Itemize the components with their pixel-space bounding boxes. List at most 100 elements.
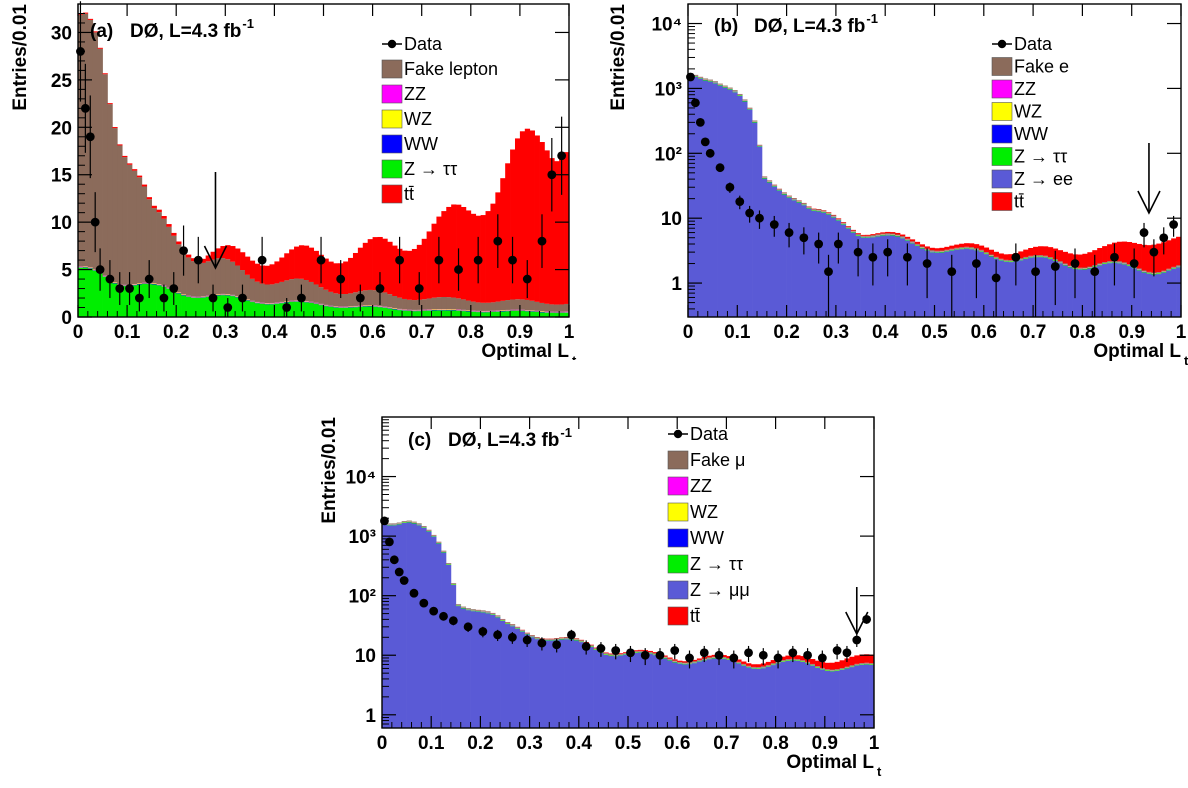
- legend-swatch-tt: [992, 193, 1012, 211]
- data-point-9: [145, 275, 154, 284]
- bar-fake-bin-88: [1122, 262, 1127, 263]
- bar-zll-bin-9: [426, 532, 431, 728]
- bar-tt-bin-58: [363, 243, 368, 290]
- y-tick-label-5: 25: [51, 71, 73, 92]
- bar-zll-bin-34: [549, 641, 554, 728]
- bar-ztt-bin-61: [682, 664, 687, 665]
- data-point-5: [106, 275, 115, 284]
- bar-fake-bin-17: [161, 219, 166, 286]
- bar-tt-bin-75: [446, 207, 451, 297]
- data-point-27: [454, 265, 463, 274]
- bar-fake-bin-21: [792, 198, 797, 199]
- legend-swatch-ww: [992, 125, 1012, 143]
- bar-fake-bin-87: [810, 664, 815, 665]
- bar-ztt-bin-23: [495, 617, 500, 618]
- x-axis-title-subscript: t: [572, 353, 577, 360]
- data-point-18: [582, 642, 591, 651]
- bar-zll-bin-67: [712, 658, 717, 728]
- bar-tt-bin-40: [885, 232, 890, 233]
- bar-fake-bin-52: [638, 651, 643, 652]
- bar-tt-bin-9: [122, 156, 127, 157]
- bar-zll-bin-48: [618, 656, 623, 728]
- bar-tt-bin-76: [451, 204, 456, 297]
- bar-ztt-bin-90: [825, 670, 830, 671]
- bar-fake-bin-23: [191, 261, 196, 296]
- bar-fake-bin-92: [1142, 270, 1147, 271]
- bar-fake-bin-11: [132, 171, 137, 284]
- legend-data-marker: [998, 40, 1006, 48]
- bar-fake-bin-44: [905, 239, 910, 240]
- bar-zll-bin-27: [515, 629, 520, 728]
- bar-fake-bin-59: [368, 290, 373, 305]
- bar-tt-bin-70: [1033, 247, 1038, 255]
- bar-fake-bin-52: [944, 250, 949, 251]
- bar-ztt-bin-40: [885, 235, 890, 236]
- bar-zll-bin-27: [821, 213, 826, 317]
- x-tick-label-3: 0.3: [516, 733, 542, 754]
- x-tick-label-10: 1: [869, 733, 880, 754]
- bar-zll-bin-57: [662, 659, 667, 728]
- bar-fake-bin-80: [471, 302, 476, 311]
- bar-zll-bin-87: [1117, 263, 1122, 317]
- data-point-10: [160, 294, 169, 303]
- legend-label-wz: WZ: [404, 109, 432, 129]
- bar-tt-bin-84: [1102, 246, 1107, 262]
- bar-fake-bin-66: [707, 657, 712, 658]
- bar-fake-bin-18: [471, 609, 476, 610]
- legend-swatch-zll: [992, 170, 1012, 188]
- data-point-8: [439, 612, 448, 621]
- bar-tt-bin-50: [324, 259, 329, 290]
- bar-zll-bin-5: [407, 522, 412, 728]
- bar-fake-bin-62: [382, 292, 387, 306]
- bar-zll-bin-65: [702, 660, 707, 728]
- bar-fake-bin-23: [495, 616, 500, 617]
- bar-fake-bin-8: [727, 88, 732, 89]
- legend-label-tt: tt̄: [1014, 192, 1024, 212]
- legend-swatch-ztt: [382, 160, 402, 178]
- bar-fake-bin-14: [451, 583, 456, 584]
- x-tick-label-4: 0.4: [261, 322, 288, 343]
- bar-fake-bin-18: [166, 227, 171, 288]
- bar-fake-bin-15: [152, 208, 157, 283]
- bar-tt-bin-76: [756, 664, 761, 667]
- bar-tt-bin-92: [835, 662, 840, 669]
- bar-zll-bin-85: [1107, 263, 1112, 317]
- bar-fake-bin-85: [1107, 261, 1112, 262]
- bar-tt-bin-73: [1048, 247, 1053, 257]
- bar-zll-bin-24: [806, 209, 811, 317]
- bar-zll-bin-63: [692, 663, 697, 728]
- bar-ztt-bin-54: [343, 308, 348, 317]
- bar-fake-bin-87: [505, 300, 510, 310]
- bar-tt-bin-35: [250, 261, 255, 279]
- bar-zll-bin-13: [446, 565, 451, 728]
- data-point-35: [833, 646, 842, 655]
- bar-fake-bin-75: [1058, 261, 1063, 262]
- bar-zll-bin-61: [682, 664, 687, 728]
- bar-fake-bin-31: [535, 637, 540, 638]
- bar-tt-bin-78: [766, 662, 771, 665]
- legend-swatch-tt: [668, 607, 688, 625]
- bar-tt-bin-93: [535, 135, 540, 301]
- bar-ztt-bin-21: [792, 200, 797, 201]
- bar-zll-bin-77: [761, 668, 766, 728]
- bar-fake-bin-94: [844, 667, 849, 668]
- bar-zll-bin-31: [535, 639, 540, 728]
- bar-ztt-bin-74: [746, 667, 751, 668]
- y-axis-title: Entries/0.01: [10, 4, 31, 111]
- x-axis-title: Optimal L: [786, 752, 874, 773]
- bar-fake-bin-10: [737, 94, 742, 95]
- bar-ztt-bin-45: [910, 243, 915, 244]
- bar-fake-bin-59: [979, 250, 984, 251]
- y-tick-label-4: 20: [51, 118, 72, 139]
- x-tick-label-8: 0.8: [458, 322, 484, 343]
- bar-fake-bin-83: [486, 303, 491, 311]
- bar-fake-bin-6: [718, 84, 723, 85]
- legend-label-tt: tt̄: [690, 606, 700, 626]
- bar-fake-bin-25: [505, 622, 510, 623]
- bar-fake-bin-39: [269, 284, 274, 303]
- bar-fake-bin-56: [964, 247, 969, 248]
- legend-swatch-fake: [668, 451, 688, 469]
- data-point-24: [395, 256, 404, 265]
- bar-zll-bin-14: [757, 147, 762, 317]
- bar-fake-bin-26: [206, 261, 211, 295]
